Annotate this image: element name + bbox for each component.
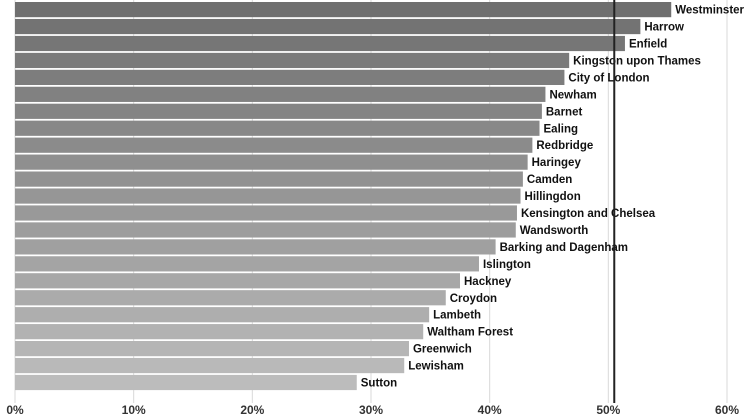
bar-barking-and-dagenham bbox=[15, 239, 496, 255]
bar-waltham-forest bbox=[15, 324, 424, 340]
bar-label-hackney: Hackney bbox=[464, 276, 512, 288]
x-tick-label-3: 30% bbox=[359, 403, 383, 416]
bar-label-camden: Camden bbox=[527, 174, 572, 186]
bar-hackney bbox=[15, 273, 460, 289]
bar-label-hillingdon: Hillingdon bbox=[525, 191, 581, 203]
bar-camden bbox=[15, 171, 523, 187]
bar-kingston-upon-thames bbox=[15, 52, 570, 69]
bar-label-croydon: Croydon bbox=[450, 293, 497, 305]
bar-label-waltham-forest: Waltham Forest bbox=[427, 327, 513, 339]
bar-label-barnet: Barnet bbox=[546, 106, 583, 118]
bar-hillingdon bbox=[15, 188, 521, 204]
bar-barnet bbox=[15, 103, 542, 119]
bar-greenwich bbox=[15, 341, 409, 357]
x-tick-label-4: 40% bbox=[478, 403, 502, 416]
bar-label-city-of-london: City of London bbox=[568, 72, 649, 84]
x-tick-label-6: 60% bbox=[715, 403, 739, 416]
bar-sutton bbox=[15, 374, 357, 391]
bar-labels-group: Westminster Harrow Enfield Kingston upon Th… bbox=[361, 5, 745, 390]
bars-group bbox=[15, 2, 672, 391]
bar-label-lewisham: Lewisham bbox=[408, 361, 464, 373]
bar-islington bbox=[15, 256, 479, 272]
bar-wandsworth bbox=[15, 222, 516, 238]
bar-haringey bbox=[15, 154, 528, 170]
x-tick-label-2: 20% bbox=[240, 403, 264, 416]
bar-lambeth bbox=[15, 307, 430, 323]
bar-lewisham bbox=[15, 357, 405, 374]
bar-westminster bbox=[15, 2, 672, 18]
bar-label-harrow: Harrow bbox=[644, 22, 684, 34]
bar-city-of-london bbox=[15, 69, 565, 85]
bar-label-barking-and-dagenham: Barking and Dagenham bbox=[500, 242, 628, 254]
bar-kensington-and-chelsea bbox=[15, 205, 517, 221]
bar-label-redbridge: Redbridge bbox=[536, 140, 593, 152]
bar-croydon bbox=[15, 290, 446, 306]
x-tick-label-0: 0% bbox=[6, 403, 24, 416]
bar-redbridge bbox=[15, 137, 533, 153]
bar-label-ealing: Ealing bbox=[544, 123, 579, 135]
bar-newham bbox=[15, 86, 546, 102]
bar-label-kensington-and-chelsea: Kensington and Chelsea bbox=[521, 208, 656, 220]
bar-label-greenwich: Greenwich bbox=[413, 344, 472, 356]
bar-ealing bbox=[15, 120, 540, 136]
bar-label-islington: Islington bbox=[483, 259, 531, 271]
bar-label-kingston-upon-thames: Kingston upon Thames bbox=[573, 55, 701, 67]
x-tick-label-1: 10% bbox=[122, 403, 146, 416]
x-tick-label-5: 50% bbox=[596, 403, 620, 416]
bar-label-lambeth: Lambeth bbox=[433, 310, 481, 322]
bar-label-sutton: Sutton bbox=[361, 378, 397, 390]
bar-label-wandsworth: Wandsworth bbox=[520, 225, 589, 237]
bar-label-haringey: Haringey bbox=[532, 157, 582, 169]
bar-enfield bbox=[15, 35, 625, 52]
bar-label-westminster: Westminster bbox=[675, 5, 744, 17]
x-axis-ticks: 0% 10% 20% 30% 40% 50% 60% bbox=[6, 403, 739, 416]
bar-harrow bbox=[15, 18, 641, 35]
bar-label-enfield: Enfield bbox=[629, 39, 667, 51]
bar-label-newham: Newham bbox=[549, 89, 596, 101]
